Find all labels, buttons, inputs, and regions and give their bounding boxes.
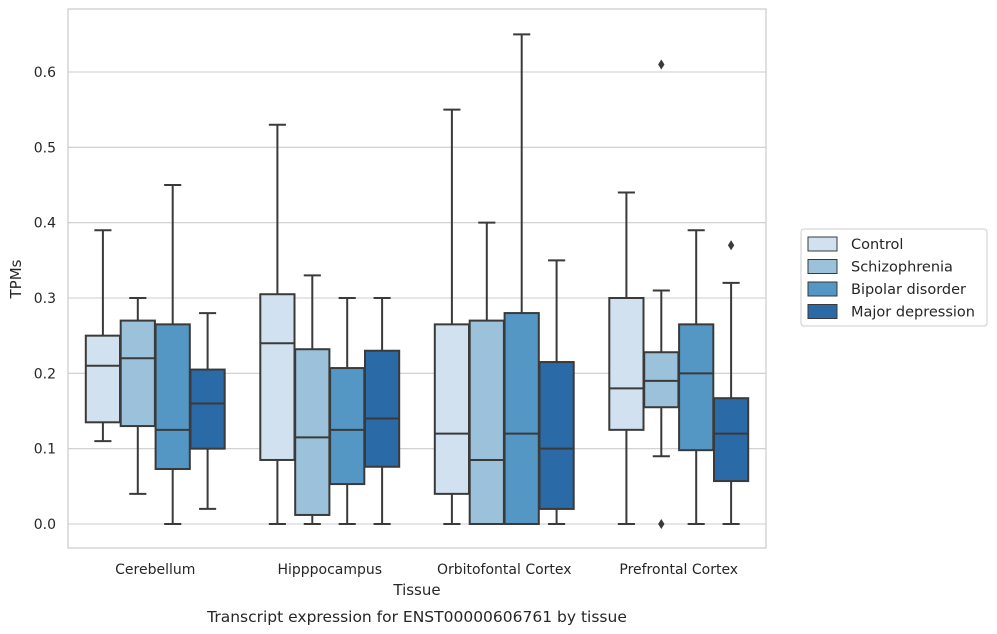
x-axis-title: Tissue <box>392 581 440 599</box>
y-tick-label: 0.2 <box>34 366 56 382</box>
box-iqr <box>154 323 191 471</box>
y-tick-label: 0.4 <box>34 216 56 232</box>
y-axis-title: TPMs <box>7 259 25 299</box>
y-tick-label: 0.0 <box>34 517 56 533</box>
box <box>294 274 331 525</box>
box <box>643 59 680 529</box>
box <box>538 259 575 525</box>
box-iqr <box>84 334 122 424</box>
y-tick-label: 0.5 <box>34 140 56 156</box>
box-iqr <box>643 351 680 409</box>
legend-swatch <box>807 259 838 274</box>
box-iqr <box>608 297 645 431</box>
box-iqr <box>329 367 366 486</box>
box-series <box>84 33 750 529</box>
box-iqr <box>433 323 471 495</box>
box-iqr <box>189 368 226 450</box>
box <box>608 191 645 525</box>
x-tick-label: Hipppocampus <box>277 562 382 578</box>
box-iqr <box>712 397 750 483</box>
box <box>712 240 750 525</box>
outlier-point <box>658 519 665 529</box>
outlier-point <box>727 240 735 251</box>
legend-swatch <box>807 236 838 252</box>
legend-label: Major depression <box>851 305 975 321</box>
series-schizophrenia <box>119 59 680 529</box>
legend-label: Control <box>851 237 903 253</box>
box <box>468 221 505 525</box>
box <box>259 123 296 525</box>
box <box>363 297 401 525</box>
x-axis-ticks: Cerebellum Hipppocampus Orbitofontal Corte… <box>115 562 738 578</box>
series-bipolar-disorder <box>154 33 715 526</box>
legend: Control Schizophrenia Bipolar disorder Majo… <box>800 228 988 327</box>
box-iqr <box>678 323 715 452</box>
legend-label: Schizophrenia <box>851 260 953 276</box>
box <box>154 184 191 525</box>
chart-caption: Transcript expression for ENST0000060676… <box>206 608 627 626</box>
box-iqr <box>538 361 575 510</box>
box <box>678 229 715 525</box>
legend-item: Schizophrenia <box>807 259 953 276</box>
legend-item: Bipolar disorder <box>807 281 966 298</box>
legend-item: Major depression <box>807 304 975 321</box>
legend-swatch <box>807 281 838 297</box>
series-major-depression <box>189 240 750 525</box>
box-iqr <box>294 348 331 516</box>
x-tick-label: Prefrontal Cortex <box>619 562 738 578</box>
y-tick-label: 0.1 <box>34 442 56 458</box>
legend-items: Control Schizophrenia Bipolar disorder Majo… <box>807 236 975 321</box>
box <box>119 297 156 495</box>
box-iqr <box>468 319 505 525</box>
box <box>503 33 540 526</box>
y-axis-ticks: 0.0 0.1 0.2 0.3 0.4 0.5 0.6 <box>34 65 56 533</box>
series-control <box>84 108 645 525</box>
x-tick-label: Cerebellum <box>115 562 195 578</box>
box-iqr <box>363 349 401 468</box>
outlier-point <box>658 59 665 70</box>
box <box>433 108 471 525</box>
y-tick-label: 0.3 <box>34 291 56 307</box>
box-iqr <box>259 293 296 461</box>
box <box>329 297 366 525</box>
legend-swatch <box>807 304 838 319</box>
box <box>84 229 122 443</box>
box <box>189 312 226 510</box>
legend-item: Control <box>807 236 903 253</box>
x-tick-label: Orbitofontal Cortex <box>437 562 572 578</box>
legend-label: Bipolar disorder <box>851 282 966 298</box>
plot-area-frame <box>67 8 767 549</box>
y-tick-label: 0.6 <box>34 65 56 81</box>
box-iqr <box>119 319 156 428</box>
box-iqr <box>503 312 540 526</box>
legend-frame <box>800 228 988 327</box>
